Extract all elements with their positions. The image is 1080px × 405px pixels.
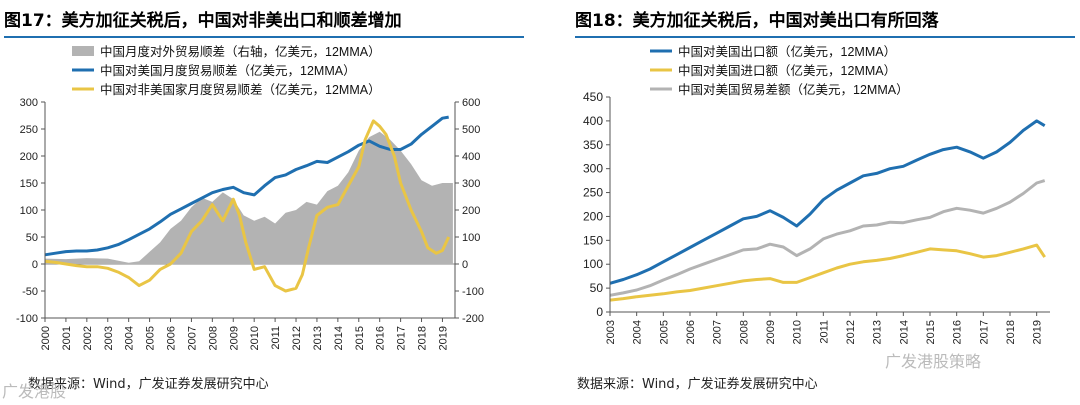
left-y-tick-label: 150 [20, 178, 38, 190]
right-title-rule [575, 36, 1075, 38]
right-y-tick-label: 450 [583, 90, 603, 104]
left-y-tick-label: 50 [26, 232, 38, 244]
left-chart-panel: 图17：美方加征关税后，中国对非美出口和顺差增加 -100 -50 0 50 100 15… [2, 11, 524, 401]
left-legend-label: 中国对非美国家月度贸易顺差（亿美元，12MMA） [100, 82, 381, 97]
left-y2-tick-label: 600 [462, 97, 480, 109]
right-y-tick-label: 200 [583, 209, 603, 223]
right-watermark: 广发港股策略 [885, 352, 982, 371]
left-series-trade-surplus-area [45, 131, 453, 264]
left-y-tick-label: 0 [32, 259, 38, 271]
right-legend-label: 中国对美国贸易差额（亿美元，12MMA） [678, 82, 909, 97]
left-source-note: 数据来源：Wind，广发证券发展研究中心 [28, 377, 269, 392]
left-y2-tick-label: 300 [462, 178, 480, 190]
right-x-tick-label: 2012 [845, 320, 857, 344]
left-x-tick-label: 2011 [270, 326, 282, 350]
left-x-tick-label: 2018 [417, 326, 429, 350]
left-x-tick-label: 2017 [396, 326, 408, 350]
right-y-tick-label: 50 [590, 281, 604, 295]
left-x-tick-label: 2006 [166, 326, 178, 350]
left-x-tick-label: 2000 [40, 326, 52, 350]
right-series-balance-line [609, 179, 1046, 297]
left-y2-tick-label: 200 [462, 205, 480, 217]
left-x-tick-label: 2005 [145, 326, 157, 350]
right-legend-label: 中国对美国进口额（亿美元，12MMA） [678, 63, 896, 78]
right-x-tick-label: 2010 [792, 320, 804, 344]
right-x-tick-label: 2014 [898, 320, 910, 344]
left-x-tick-label: 2009 [228, 326, 240, 350]
left-y-tick-label: 250 [20, 124, 38, 136]
right-legend-label: 中国对美国出口额（亿美元，12MMA） [678, 44, 896, 59]
left-y-tick-label: 100 [20, 205, 38, 217]
left-x-tick-label: 2004 [124, 326, 136, 350]
right-chart-svg: 0 50 100 150 200 250 300 350 400 450 2003 2004 2005 2… [583, 44, 1050, 344]
right-x-tick-label: 2006 [685, 320, 697, 344]
left-legend-label: 中国月度对外贸易顺差（右轴，亿美元，12MMA） [100, 44, 381, 59]
left-legend-label: 中国对美国月度贸易顺差（亿美元，12MMA） [100, 63, 356, 78]
right-source-note: 数据来源：Wind，广发证券发展研究中心 [577, 377, 818, 392]
left-y2-tick-label: 100 [462, 232, 480, 244]
left-y-tick-label: 300 [20, 97, 38, 109]
left-x-tick-label: 2015 [354, 326, 366, 350]
right-x-tick-label: 2017 [978, 320, 990, 344]
left-y2-tick-label: 0 [462, 259, 468, 271]
right-chart-title: 图18：美方加征关税后，中国对美出口有所回落 [575, 11, 939, 31]
left-chart-title: 图17：美方加征关税后，中国对非美出口和顺差增加 [4, 11, 402, 31]
left-x-tick-label: 2010 [249, 326, 261, 350]
right-x-tick-label: 2005 [658, 320, 670, 344]
left-y2-tick-label: -200 [462, 313, 484, 325]
right-x-tick-label: 2015 [925, 320, 937, 344]
right-x-tick-label: 2008 [738, 320, 750, 344]
right-y-tick-label: 250 [583, 186, 603, 200]
left-chart-svg: -100 -50 0 50 100 150 200 250 300 -200 -100 0 100 200… [16, 44, 484, 350]
right-x-tick-label: 2016 [952, 320, 964, 344]
right-x-tick-label: 2009 [765, 320, 777, 344]
left-series-us-surplus-line [44, 115, 449, 257]
right-x-tick-label: 2019 [1032, 320, 1044, 344]
left-x-tick-label: 2016 [375, 326, 387, 350]
right-y-tick-label: 400 [583, 114, 603, 128]
left-legend-swatch [72, 46, 94, 56]
right-y-tick-label: 150 [583, 233, 603, 247]
left-y2-tick-label: 500 [462, 124, 480, 136]
left-title-rule [4, 36, 524, 38]
left-y-tick-label: 200 [20, 151, 38, 163]
left-y-tick-label: -50 [22, 286, 38, 298]
left-x-tick-label: 2001 [61, 326, 73, 350]
right-series-import-line [609, 243, 1046, 302]
right-x-tick-label: 2004 [632, 320, 644, 344]
left-x-tick-label: 2003 [103, 326, 115, 350]
right-x-tick-label: 2018 [1005, 320, 1017, 344]
left-x-tick-label: 2008 [207, 326, 219, 350]
right-y-tick-label: 100 [583, 257, 603, 271]
left-watermark: 广发港股 [2, 382, 67, 401]
left-y-tick-label: -100 [16, 313, 38, 325]
left-x-tick-label: 2002 [82, 326, 94, 350]
right-series-export-line [609, 119, 1046, 285]
right-x-tick-label: 2013 [872, 320, 884, 344]
left-y2-tick-label: 400 [462, 151, 480, 163]
left-y2-tick-label: -100 [462, 286, 484, 298]
right-x-tick-label: 2007 [712, 320, 724, 344]
left-x-tick-label: 2019 [437, 326, 449, 350]
right-y-tick-label: 0 [596, 305, 603, 319]
right-chart-panel: 图18：美方加征关税后，中国对美出口有所回落 0 50 100 150 200 250 30… [555, 0, 1080, 405]
left-x-tick-label: 2014 [333, 326, 345, 350]
left-x-tick-label: 2013 [312, 326, 324, 350]
left-x-tick-label: 2012 [291, 326, 303, 350]
left-x-tick-label: 2007 [186, 326, 198, 350]
right-x-tick-label: 2003 [605, 320, 617, 344]
right-x-tick-label: 2011 [818, 320, 830, 344]
right-y-tick-label: 300 [583, 162, 603, 176]
right-y-tick-label: 350 [583, 138, 603, 152]
left-series-non-us-surplus-line [44, 119, 451, 293]
